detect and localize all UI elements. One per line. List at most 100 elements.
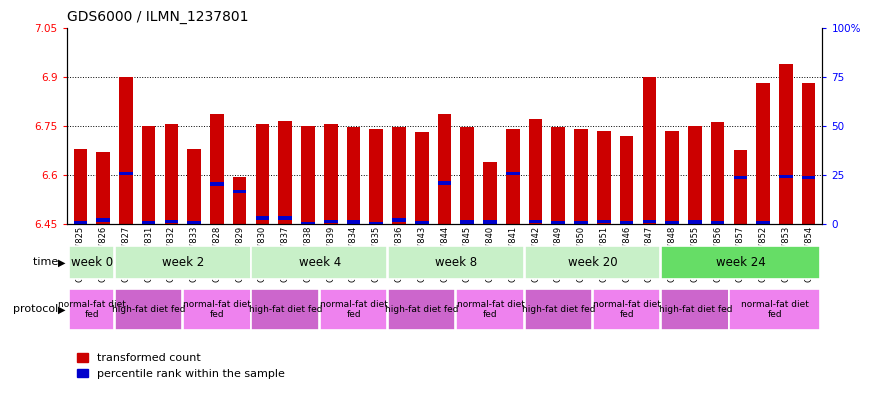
Bar (437, 182, 452, 185)
Bar (278, 121, 292, 224)
Bar (620, 136, 634, 224)
Bar (347, 220, 360, 224)
Text: normal-fat diet
fed: normal-fat diet fed (320, 300, 388, 319)
Bar (141, 221, 156, 224)
Bar (119, 172, 132, 175)
FancyBboxPatch shape (69, 246, 114, 279)
Bar (370, 222, 383, 225)
Bar (164, 124, 178, 224)
Text: high-fat diet fed: high-fat diet fed (522, 305, 596, 314)
FancyBboxPatch shape (252, 289, 319, 330)
Bar (96, 152, 110, 224)
Bar (802, 176, 815, 179)
Bar (757, 83, 770, 224)
Bar (779, 175, 793, 178)
Bar (437, 114, 452, 224)
Bar (506, 172, 519, 175)
FancyBboxPatch shape (525, 246, 661, 279)
Bar (461, 220, 474, 224)
Text: high-fat diet fed: high-fat diet fed (112, 305, 186, 314)
Bar (643, 77, 656, 224)
Legend: transformed count, percentile rank within the sample: transformed count, percentile rank withi… (72, 349, 289, 384)
Bar (324, 220, 338, 223)
Text: high-fat diet fed: high-fat diet fed (249, 305, 323, 314)
Bar (529, 119, 542, 224)
FancyBboxPatch shape (456, 289, 524, 330)
Bar (551, 221, 565, 224)
Bar (392, 127, 405, 224)
Bar (529, 220, 542, 223)
FancyBboxPatch shape (593, 289, 661, 330)
Text: week 8: week 8 (436, 256, 477, 269)
Bar (733, 176, 748, 179)
Text: high-fat diet fed: high-fat diet fed (659, 305, 732, 314)
FancyBboxPatch shape (661, 289, 729, 330)
Bar (620, 221, 634, 224)
Bar (597, 130, 611, 224)
FancyBboxPatch shape (730, 289, 820, 330)
FancyBboxPatch shape (115, 246, 251, 279)
Text: week 20: week 20 (568, 256, 618, 269)
Text: normal-fat diet
fed: normal-fat diet fed (183, 300, 252, 319)
Bar (278, 217, 292, 220)
Bar (392, 219, 405, 222)
Bar (733, 151, 748, 224)
FancyBboxPatch shape (183, 289, 251, 330)
Bar (461, 127, 474, 224)
Text: normal-fat diet
fed: normal-fat diet fed (741, 300, 809, 319)
Bar (779, 64, 793, 224)
Bar (74, 221, 87, 224)
Bar (324, 124, 338, 224)
Bar (597, 220, 611, 223)
Bar (506, 129, 519, 224)
Bar (688, 220, 701, 224)
Bar (711, 221, 725, 224)
Bar (347, 127, 360, 224)
Bar (484, 162, 497, 224)
FancyBboxPatch shape (525, 289, 592, 330)
FancyBboxPatch shape (388, 289, 455, 330)
Bar (665, 130, 679, 224)
FancyBboxPatch shape (320, 289, 387, 330)
Bar (301, 222, 315, 225)
Bar (711, 123, 725, 224)
Text: week 2: week 2 (162, 256, 204, 269)
Bar (164, 220, 178, 223)
Bar (210, 114, 224, 224)
Text: high-fat diet fed: high-fat diet fed (386, 305, 459, 314)
Bar (551, 127, 565, 224)
Bar (74, 149, 87, 224)
FancyBboxPatch shape (388, 246, 524, 279)
Text: week 0: week 0 (71, 256, 113, 269)
Bar (415, 221, 428, 224)
Bar (233, 190, 246, 193)
Text: ▶: ▶ (59, 257, 66, 267)
Text: time: time (34, 257, 62, 267)
Bar (233, 176, 246, 224)
Bar (210, 182, 224, 185)
Text: ▶: ▶ (59, 305, 66, 314)
Bar (188, 149, 201, 224)
FancyBboxPatch shape (252, 246, 387, 279)
Text: week 4: week 4 (299, 256, 340, 269)
Text: normal-fat diet
fed: normal-fat diet fed (593, 300, 661, 319)
Bar (574, 129, 588, 224)
Bar (415, 132, 428, 224)
Bar (688, 126, 701, 224)
Bar (643, 220, 656, 223)
Bar (757, 221, 770, 224)
Text: normal-fat diet
fed: normal-fat diet fed (58, 300, 126, 319)
Text: protocol: protocol (13, 305, 62, 314)
Bar (96, 219, 110, 222)
Bar (119, 77, 132, 224)
Bar (188, 221, 201, 224)
Text: normal-fat diet
fed: normal-fat diet fed (457, 300, 525, 319)
Text: GDS6000 / ILMN_1237801: GDS6000 / ILMN_1237801 (67, 10, 248, 24)
Text: week 24: week 24 (716, 256, 765, 269)
Bar (665, 221, 679, 224)
Bar (301, 126, 315, 224)
FancyBboxPatch shape (115, 289, 182, 330)
FancyBboxPatch shape (661, 246, 820, 279)
Bar (370, 129, 383, 224)
Bar (484, 220, 497, 224)
